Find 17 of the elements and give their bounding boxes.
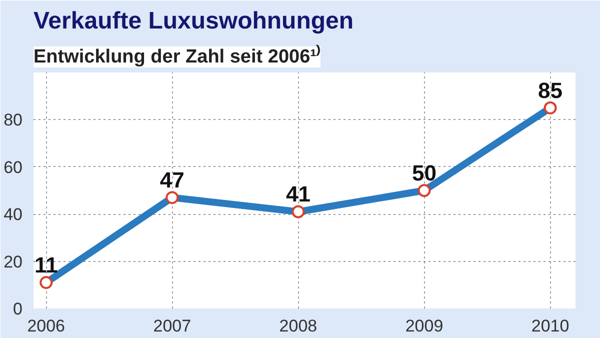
data-label: 11 bbox=[34, 252, 58, 278]
data-label: 85 bbox=[538, 78, 563, 103]
x-tick-label: 2007 bbox=[153, 316, 192, 336]
data-label: 50 bbox=[412, 160, 436, 186]
x-tick-label: 2009 bbox=[405, 316, 444, 336]
x-tick-label: 2006 bbox=[27, 316, 66, 336]
y-tick-label: 0 bbox=[13, 300, 23, 318]
y-tick-label: 40 bbox=[4, 205, 23, 224]
y-tick-label: 20 bbox=[4, 252, 23, 272]
chart-subtitle: Entwicklung der Zahl seit 2006¹⁾ bbox=[34, 44, 320, 68]
x-tick-label: 2008 bbox=[279, 316, 318, 336]
y-tick-label: 60 bbox=[4, 158, 23, 177]
data-label: 41 bbox=[286, 182, 310, 207]
chart-title: Verkaufte Luxuswohnungen bbox=[34, 8, 354, 34]
data-label: 47 bbox=[160, 168, 184, 193]
x-tick-label: 2010 bbox=[531, 316, 570, 336]
y-tick-label: 80 bbox=[4, 110, 23, 130]
